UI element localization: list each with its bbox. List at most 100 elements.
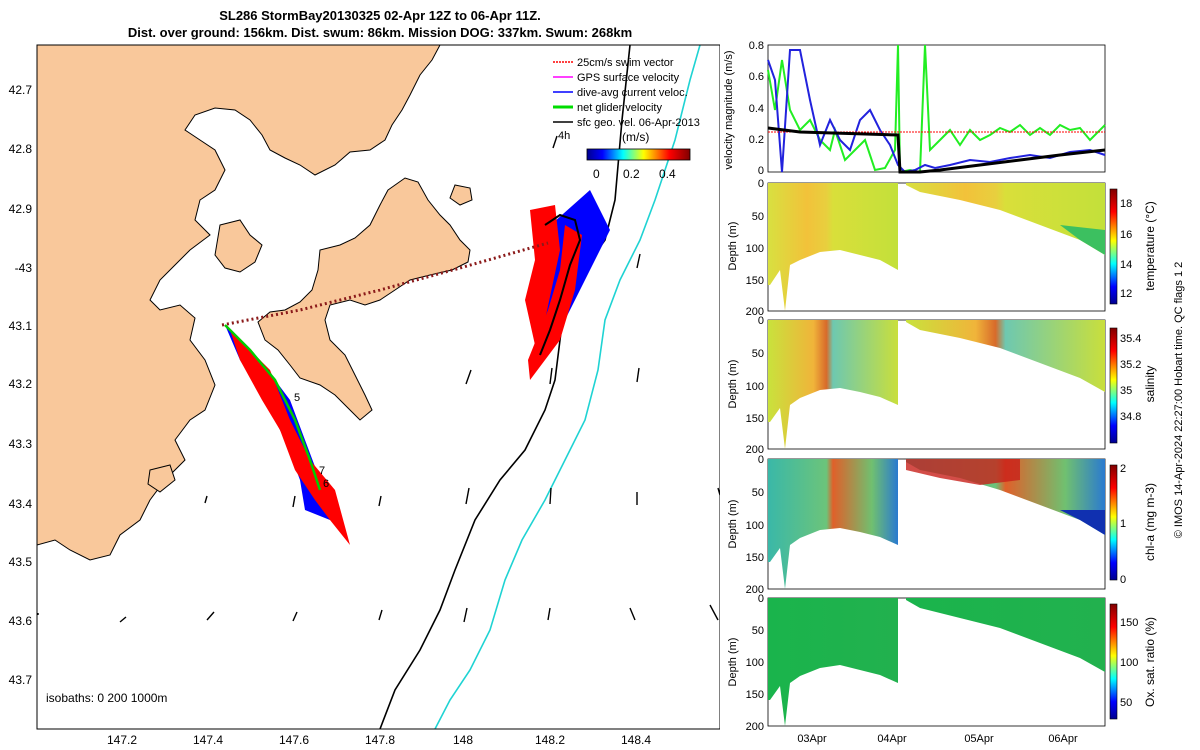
chla-panel (767, 458, 1106, 590)
salinity-panel (767, 319, 1106, 450)
colorbar-labels: temperature (°C) salinity chl-a (mg m-3)… (1143, 201, 1157, 707)
velocity-ylabel: velocity magnitude (m/s) (723, 50, 735, 169)
colorbar-tick-0: 0 (593, 167, 600, 181)
lon-tick: 147.8 (365, 733, 395, 747)
depth-tick: 50 (752, 211, 764, 223)
depth-tick: 200 (746, 444, 764, 456)
lon-axis: 147.2 147.4 147.6 147.8 148 148.2 148.4 (107, 733, 651, 747)
date-tick: 05Apr (964, 733, 994, 745)
chla-ctick: 0 (1120, 574, 1126, 586)
track-label-5: 5 (294, 392, 300, 404)
temperature-ctick: 12 (1120, 288, 1132, 300)
temperature-ctick: 14 (1120, 259, 1132, 271)
colorbar (586, 148, 691, 161)
legend-4h: 4h (558, 130, 570, 142)
chla-ylabel: Depth (m) (727, 500, 739, 549)
lat-tick: 42.9 (9, 202, 33, 216)
colorbar-tick-1: 0.2 (623, 167, 640, 181)
velocity-series (767, 44, 1106, 174)
salinity-ctick: 34.8 (1120, 411, 1141, 423)
lon-tick: 148 (453, 733, 473, 747)
date-axis: 03Apr 04Apr 05Apr 06Apr (797, 733, 1078, 745)
depth-tick: 150 (746, 413, 764, 425)
temperature-ctick: 18 (1120, 198, 1132, 210)
date-tick: 06Apr (1048, 733, 1078, 745)
lat-tick: 43.2 (9, 377, 33, 391)
chla-ctick: 2 (1120, 463, 1126, 475)
colorbar-tick-2: 0.4 (659, 167, 676, 181)
island-small (147, 464, 176, 493)
depth-tick: 100 (746, 381, 764, 393)
map-view[interactable]: 5 7 6 25cm/s swim vector GPS surface vel… (0, 0, 720, 750)
temperature-panel (767, 182, 1106, 312)
velocity-yticks: 0.8 0.6 0.4 0.2 0 (749, 40, 764, 177)
lat-tick: 43.5 (9, 555, 33, 569)
depth-tick: 0 (758, 178, 764, 190)
map-subtitle: Dist. over ground: 156km. Dist. swum: 86… (127, 25, 633, 40)
legend-net-glider-velocity: net glider velocity (577, 102, 662, 114)
island-small (449, 184, 473, 206)
depth-tick: 100 (746, 657, 764, 669)
depth-tick: 0 (758, 315, 764, 327)
map-border (36, 44, 720, 730)
track-label-6: 6 (323, 478, 329, 490)
legend-swim-vector: 25cm/s swim vector (577, 57, 674, 69)
salinity-ctick: 35 (1120, 385, 1132, 397)
lon-tick: 147.4 (193, 733, 223, 747)
map-legend: 25cm/s swim vector GPS surface velocity … (553, 57, 700, 142)
depth-tick: 50 (752, 487, 764, 499)
track-label-7: 7 (319, 465, 325, 477)
land-east (257, 177, 471, 421)
salinity-ylabel: Depth (m) (727, 360, 739, 409)
depth-tick: 0 (758, 593, 764, 605)
depth-tick: 150 (746, 552, 764, 564)
velocity-ytick: 0.6 (749, 71, 764, 83)
depth-tick: 200 (746, 584, 764, 596)
salinity-ctick: 35.2 (1120, 359, 1141, 371)
lat-tick: 43.4 (9, 497, 33, 511)
island-bruny (214, 219, 263, 273)
qc-info-text: © IMOS 14-Apr-2024 22:27:00 Hobart time.… (1173, 262, 1185, 539)
oxygen-ctick: 150 (1120, 617, 1138, 629)
isobath-1000 (434, 45, 701, 729)
depth-tick: 50 (752, 625, 764, 637)
depth-tick: 200 (746, 721, 764, 733)
chla-clabel: chl-a (mg m-3) (1143, 483, 1157, 561)
lat-tick: 42.8 (9, 142, 33, 156)
velocity-ytick: 0.2 (749, 134, 764, 146)
temperature-ctick: 16 (1120, 229, 1132, 241)
depth-tick: 100 (746, 520, 764, 532)
depth-tick: 200 (746, 306, 764, 318)
transect-line (221, 241, 549, 327)
sfc-geo-vectors (37, 135, 720, 623)
temperature-clabel: temperature (°C) (1143, 201, 1157, 291)
lat-axis: 42.7 42.8 42.9 -43 43.1 43.2 43.3 43.4 4… (9, 83, 33, 687)
depth-tick: 150 (746, 275, 764, 287)
depth-axes: Depth (m) Depth (m) Depth (m) Depth (m) (727, 222, 739, 687)
timeseries-panels: velocity magnitude (m/s) 0.8 0.6 0.4 0.2… (723, 40, 1185, 745)
lat-tick: 43.6 (9, 614, 33, 628)
velocity-plot (767, 44, 1106, 173)
oxygen-panel (767, 597, 1106, 727)
depth-tick: 100 (746, 243, 764, 255)
lat-tick: 43.7 (9, 673, 33, 687)
date-tick: 04Apr (877, 733, 907, 745)
map-title: SL286 StormBay20130325 02-Apr 12Z to 06-… (219, 8, 541, 23)
legend-dive-avg-current: dive-avg current veloc. (577, 87, 688, 99)
legend-gps-velocity: GPS surface velocity (577, 72, 680, 84)
glider-track (539, 213, 582, 356)
lon-tick: 148.4 (621, 733, 651, 747)
oxygen-ctick: 50 (1120, 697, 1132, 709)
colorbar-ticks: 12 14 16 18 34.8 35 35.2 35.4 0 1 2 50 1… (1120, 198, 1141, 709)
colorbar-label: (m/s) (622, 130, 649, 144)
legend-sfc-geo-vel: sfc geo. vel. 06-Apr-2013 (577, 117, 700, 129)
salinity-clabel: salinity (1143, 366, 1157, 403)
oxygen-ylabel: Depth (m) (727, 638, 739, 687)
glider-track-near-shore (224, 324, 322, 491)
temperature-ylabel: Depth (m) (727, 222, 739, 271)
velocity-ytick: 0.4 (749, 103, 764, 115)
lat-tick: 43.3 (9, 437, 33, 451)
depth-ticks: 0 50 100 150 200 0 50 100 150 200 0 50 1… (746, 178, 764, 733)
depth-tick: 0 (758, 454, 764, 466)
velocity-ytick: 0.8 (749, 40, 764, 52)
